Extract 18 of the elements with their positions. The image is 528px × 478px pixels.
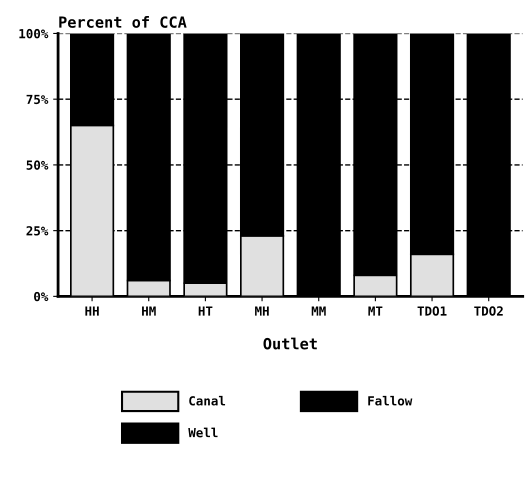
y-tick-label: 100% [19, 28, 48, 38]
x-tick-label: MH [255, 306, 269, 316]
x-tick-label: HM [142, 306, 156, 316]
x-axis-title: Outlet [263, 338, 317, 350]
legend-label: Fallow [368, 396, 412, 406]
legend-label: Well [188, 428, 218, 438]
x-tick-label: TDO2 [474, 306, 503, 316]
y-tick-label: 50% [26, 160, 48, 170]
y-tick-label: 75% [26, 94, 48, 104]
legend-label: Canal [189, 396, 226, 406]
x-tick-label: HH [85, 306, 99, 316]
x-tick-label: HT [198, 306, 212, 316]
x-tick-label: TDO1 [418, 306, 447, 316]
x-tick-label: MT [368, 306, 382, 316]
y-tick-label: 0% [34, 292, 48, 302]
y-axis-title: Percent of CCA [59, 16, 187, 28]
y-tick-label: 25% [26, 226, 48, 236]
x-tick-label: MM [312, 306, 326, 316]
